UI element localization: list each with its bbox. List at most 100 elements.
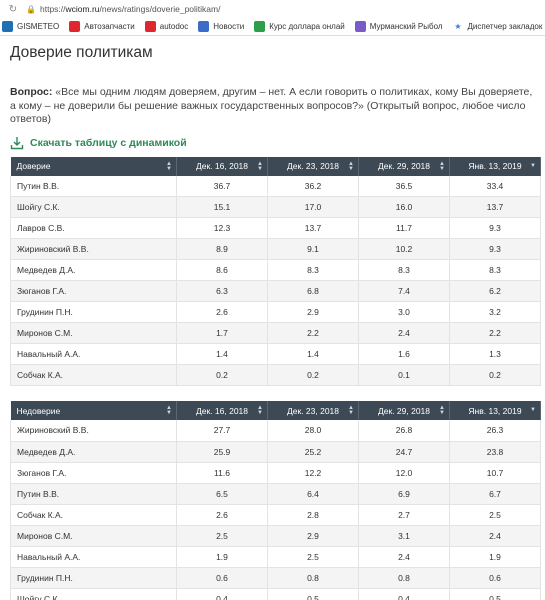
politician-name-cell: Миронов С.М.	[10, 525, 177, 547]
bookmarks-bar: GISMETEO Автозапчасти autodoc Новости Курс д…	[0, 18, 545, 36]
currency-icon	[254, 21, 266, 32]
politician-name-cell: Собчак К.А.	[10, 504, 177, 526]
column-header-name[interactable]: Доверие ▲ ▼	[10, 156, 177, 176]
value-cell: 9.3	[449, 217, 541, 239]
download-icon	[10, 136, 24, 149]
url-scheme: https://	[40, 4, 66, 14]
value-cell: 15.1	[176, 196, 268, 218]
value-cell: 2.2	[267, 322, 359, 344]
value-cell: 0.5	[449, 588, 541, 600]
table-row: Медведев Д.А. 25.9 25.2 24.7 23.8	[10, 441, 541, 463]
table-row: Собчак К.А. 0.2 0.2 0.1 0.2	[10, 364, 541, 386]
column-header-date[interactable]: Дек. 16, 2018 ▲ ▼	[176, 401, 268, 420]
value-cell: 10.7	[449, 462, 541, 484]
reload-icon[interactable]: ↻	[8, 3, 18, 15]
lock-icon[interactable]: 🔒	[26, 4, 36, 14]
table-row: Миронов С.М. 1.7 2.2 2.4 2.2	[10, 322, 541, 344]
politician-name-cell: Зюганов Г.А.	[10, 280, 177, 302]
column-header-date[interactable]: Дек. 23, 2018 ▲ ▼	[267, 401, 359, 420]
value-cell: 24.7	[358, 441, 450, 463]
value-cell: 6.7	[449, 483, 541, 505]
trust-table: Доверие ▲ ▼ Дек. 16, 2018 ▲ ▼ Дек. 23, 2018 ▲ ▼ Д…	[10, 156, 541, 386]
value-cell: 2.8	[267, 504, 359, 526]
value-cell: 2.4	[358, 546, 450, 568]
bookmark-item[interactable]: autodoc	[144, 21, 189, 32]
politician-name-cell: Путин В.В.	[10, 175, 177, 197]
value-cell: 13.7	[449, 196, 541, 218]
address-bar[interactable]: ↻ 🔒 https://wciom.ru/news/ratings/doveri…	[0, 0, 545, 18]
url-text[interactable]: https://wciom.ru/news/ratings/doverie_po…	[40, 4, 220, 14]
table-row: Медведев Д.А. 8.6 8.3 8.3 8.3	[10, 259, 541, 281]
bookmark-item[interactable]: Курс доллара онлай	[254, 21, 345, 32]
sort-icon: ▲ ▼	[439, 405, 445, 416]
value-cell: 0.2	[267, 364, 359, 386]
value-cell: 8.3	[449, 259, 541, 281]
value-cell: 2.6	[176, 504, 268, 526]
download-label: Скачать таблицу с динамикой	[30, 136, 187, 149]
value-cell: 17.0	[267, 196, 359, 218]
value-cell: 36.7	[176, 175, 268, 197]
table-row: Лавров С.В. 12.3 13.7 11.7 9.3	[10, 217, 541, 239]
table-row: Грудинин П.Н. 0.6 0.8 0.8 0.6	[10, 567, 541, 589]
value-cell: 0.4	[358, 588, 450, 600]
sort-icon: ▲ ▼	[257, 405, 263, 416]
column-header-date[interactable]: Янв. 13, 2019 ▼	[449, 156, 541, 176]
value-cell: 1.6	[358, 343, 450, 365]
politician-name-cell: Шойгу С.К.	[10, 588, 177, 600]
value-cell: 2.7	[358, 504, 450, 526]
politician-name-cell: Грудинин П.Н.	[10, 567, 177, 589]
value-cell: 0.1	[358, 364, 450, 386]
value-cell: 0.8	[358, 567, 450, 589]
bookmark-label: GISMETEO	[17, 22, 60, 31]
column-header-date[interactable]: Дек. 29, 2018 ▲ ▼	[358, 156, 450, 176]
table-row: Жириновский В.В. 8.9 9.1 10.2 9.3	[10, 238, 541, 260]
value-cell: 36.2	[267, 175, 359, 197]
table-row: Зюганов Г.А. 11.6 12.2 12.0 10.7	[10, 462, 541, 484]
value-cell: 2.5	[267, 546, 359, 568]
sort-desc-icon: ▼	[530, 407, 536, 413]
politician-name-cell: Медведев Д.А.	[10, 441, 177, 463]
bookmark-item[interactable]: GISMETEO	[2, 21, 59, 32]
politician-name-cell: Шойгу С.К.	[10, 196, 177, 218]
value-cell: 7.4	[358, 280, 450, 302]
bookmark-item[interactable]: Мурманский Рыбол	[354, 21, 443, 32]
value-cell: 23.8	[449, 441, 541, 463]
column-header-label: Янв. 13, 2019	[468, 405, 522, 416]
distrust-table: Недоверие ▲ ▼ Дек. 16, 2018 ▲ ▼ Дек. 23, 2018 ▲…	[10, 401, 541, 600]
question-text: Вопрос: «Все мы одним людям доверяем, др…	[10, 86, 535, 127]
column-header-date[interactable]: Дек. 16, 2018 ▲ ▼	[176, 156, 268, 176]
value-cell: 2.2	[449, 322, 541, 344]
column-header-label: Дек. 29, 2018	[377, 405, 430, 416]
bookmark-item[interactable]: Автозапчасти	[69, 21, 135, 32]
bookmark-label: Автозапчасти	[84, 22, 135, 31]
value-cell: 33.4	[449, 175, 541, 197]
column-header-date[interactable]: Янв. 13, 2019 ▼	[449, 401, 541, 420]
table-row: Миронов С.М. 2.5 2.9 3.1 2.4	[10, 525, 541, 547]
column-header-label: Недоверие	[16, 405, 61, 416]
value-cell: 9.1	[267, 238, 359, 260]
value-cell: 36.5	[358, 175, 450, 197]
table-row: Шойгу С.К. 15.1 17.0 16.0 13.7	[10, 196, 541, 218]
value-cell: 6.4	[267, 483, 359, 505]
bookmark-item[interactable]: ★ Диспетчер закладок	[453, 21, 542, 32]
column-header-label: Дек. 16, 2018	[195, 405, 248, 416]
value-cell: 9.3	[449, 238, 541, 260]
value-cell: 1.4	[176, 343, 268, 365]
column-header-label: Дек. 29, 2018	[377, 161, 430, 171]
bookmark-label: autodoc	[159, 22, 189, 31]
column-header-date[interactable]: Дек. 29, 2018 ▲ ▼	[358, 401, 450, 420]
value-cell: 28.0	[267, 420, 359, 442]
download-link[interactable]: Скачать таблицу с динамикой	[10, 135, 535, 151]
column-header-label: Доверие	[16, 161, 51, 171]
column-header-name[interactable]: Недоверие ▲ ▼	[10, 401, 177, 420]
column-header-date[interactable]: Дек. 23, 2018 ▲ ▼	[267, 156, 359, 176]
table-row: Зюганов Г.А. 6.3 6.8 7.4 6.2	[10, 280, 541, 302]
news-icon	[198, 21, 210, 32]
question-body: «Все мы одним людям доверяем, другим – н…	[10, 86, 533, 125]
value-cell: 8.9	[176, 238, 268, 260]
bookmark-label: Новости	[213, 22, 245, 31]
bookmark-item[interactable]: Новости	[198, 21, 244, 32]
sort-icon: ▲ ▼	[348, 160, 354, 172]
value-cell: 8.3	[267, 259, 359, 281]
politician-name-cell: Зюганов Г.А.	[10, 462, 177, 484]
